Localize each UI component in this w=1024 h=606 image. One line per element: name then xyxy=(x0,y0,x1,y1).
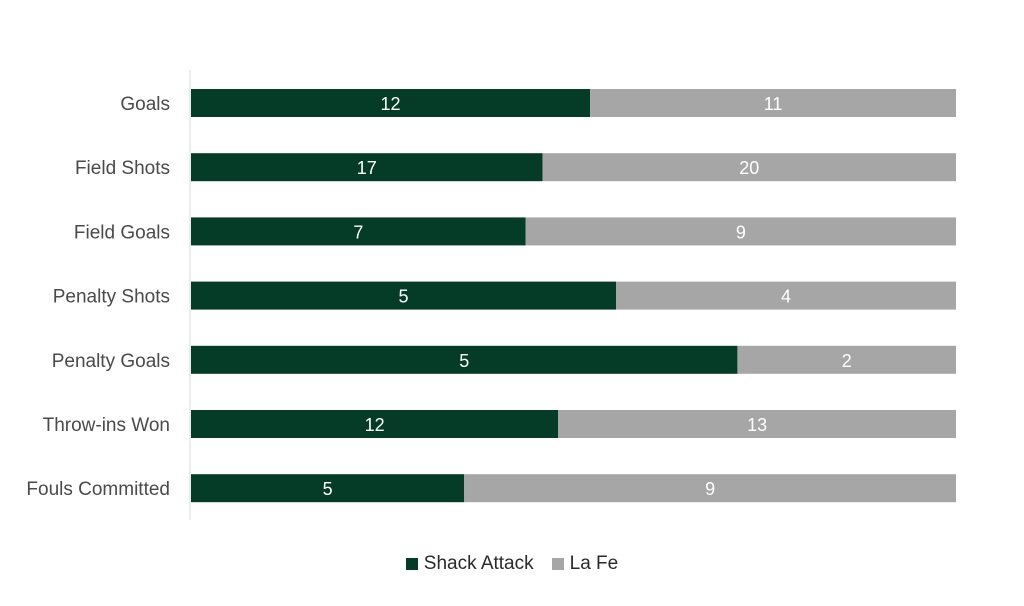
bar-la-fe-throw-ins-won xyxy=(558,410,956,438)
data-label-la-fe-fouls-committed: 9 xyxy=(705,479,715,499)
bar-la-fe-penalty-goals xyxy=(737,345,956,374)
legend-item-shack-attack: Shack Attack xyxy=(405,553,534,575)
legend-swatch-la-fe xyxy=(551,558,564,570)
category-label-penalty-shots: Penalty Shots xyxy=(53,287,170,308)
bar-la-fe-field-goals xyxy=(525,217,956,246)
bar-shack-attack-fouls-committed xyxy=(191,474,465,503)
legend-label-shack-attack: Shack Attack xyxy=(423,553,534,574)
bar-la-fe-field-shots xyxy=(542,153,956,182)
bar-la-fe-penalty-shots xyxy=(616,281,956,310)
bar-shack-attack-field-shots xyxy=(191,153,543,182)
data-label-la-fe-penalty-goals: 2 xyxy=(842,351,852,371)
data-label-shack-attack-field-goals: 7 xyxy=(353,222,363,242)
bar-shack-attack-throw-ins-won xyxy=(191,410,559,438)
bar-la-fe-goals xyxy=(590,89,956,117)
data-label-la-fe-field-goals: 9 xyxy=(736,222,746,242)
category-label-fouls-committed: Fouls Committed xyxy=(26,479,170,500)
bar-shack-attack-field-goals xyxy=(191,217,526,246)
category-label-field-shots: Field Shots xyxy=(75,158,170,179)
chart-legend: Shack Attack La Fe xyxy=(0,553,1024,575)
data-label-la-fe-throw-ins-won: 13 xyxy=(747,415,767,435)
bar-shack-attack-goals xyxy=(191,89,591,117)
bar-shack-attack-penalty-shots xyxy=(191,281,616,310)
data-label-shack-attack-fouls-committed: 5 xyxy=(323,479,333,499)
data-label-la-fe-field-shots: 20 xyxy=(739,158,759,178)
data-label-shack-attack-penalty-goals: 5 xyxy=(459,351,469,371)
legend-swatch-shack-attack xyxy=(405,558,418,570)
data-label-shack-attack-penalty-shots: 5 xyxy=(398,287,408,307)
category-label-penalty-goals: Penalty Goals xyxy=(52,351,170,372)
data-label-la-fe-penalty-shots: 4 xyxy=(781,287,791,307)
legend-item-la-fe: La Fe xyxy=(551,553,619,575)
legend-label-la-fe: La Fe xyxy=(569,553,619,574)
bar-la-fe-fouls-committed xyxy=(464,474,956,503)
category-label-field-goals: Field Goals xyxy=(74,222,170,243)
data-label-shack-attack-goals: 12 xyxy=(381,94,401,114)
category-label-goals: Goals xyxy=(120,94,170,115)
data-label-shack-attack-field-shots: 17 xyxy=(357,158,377,178)
data-label-la-fe-goals: 11 xyxy=(764,94,783,114)
category-label-throw-ins-won: Throw-ins Won xyxy=(43,415,170,436)
bar-shack-attack-penalty-goals xyxy=(191,345,738,374)
data-label-shack-attack-throw-ins-won: 12 xyxy=(365,415,385,435)
